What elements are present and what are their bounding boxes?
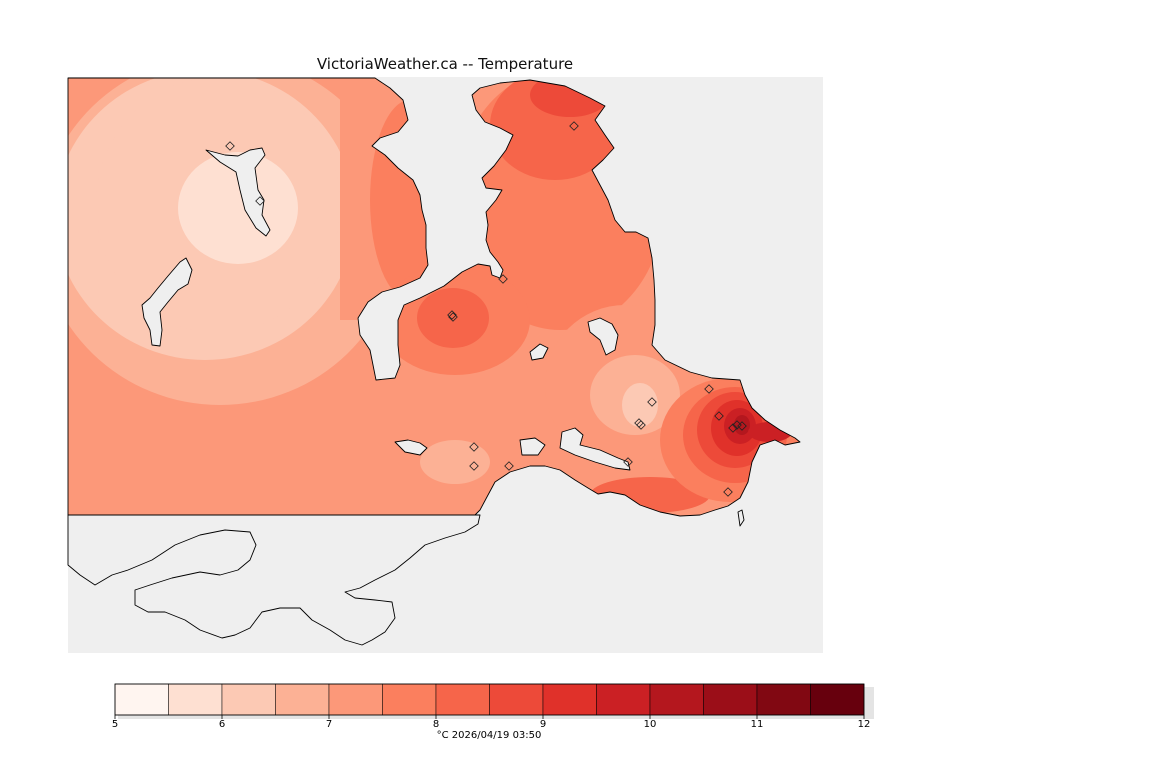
legend-tick-label: 5: [112, 719, 118, 730]
legend-swatch: [382, 683, 437, 716]
legend-label: °C 2026/04/19 03:50: [437, 730, 542, 741]
station-marker-icon: [647, 397, 657, 407]
legend-swatch: [596, 683, 651, 716]
legend-tick-label: 6: [219, 719, 225, 730]
legend-swatch: [810, 683, 865, 716]
station-marker-icon: [704, 384, 714, 394]
lake-outline: [141, 257, 193, 347]
station-marker-icon: [737, 421, 747, 431]
station-marker-icon: [225, 141, 235, 151]
station-marker-icon: [636, 420, 646, 430]
station-marker-icon: [255, 196, 265, 206]
station-marker-icon: [469, 461, 479, 471]
lake-outline: [394, 439, 428, 456]
station-marker-icon: [623, 457, 633, 467]
lake-outline: [559, 427, 631, 471]
station-marker-icon: [447, 310, 457, 320]
color-scale-legend: 5 6 7 8 9 10 11 12 °C 2026/04/19 03:50: [112, 683, 874, 741]
washington-coast: [67, 514, 481, 646]
legend-swatch: [114, 683, 169, 716]
legend-tick-label: 8: [433, 719, 439, 730]
station-marker-icon: [469, 442, 479, 452]
legend-swatch: [221, 683, 276, 716]
legend-tick-label: 12: [858, 719, 871, 730]
legend-swatch: [328, 683, 383, 716]
legend-tick-label: 9: [540, 719, 546, 730]
station-marker-icon: [728, 423, 738, 433]
legend-swatch: [756, 683, 811, 716]
station-marker-icon: [498, 274, 508, 284]
legend-swatch: [542, 683, 597, 716]
legend-tick-label: 10: [644, 719, 657, 730]
lake-outline: [737, 509, 745, 527]
station-marker-icon: [504, 461, 514, 471]
legend-swatch: [275, 683, 330, 716]
lake-outline: [519, 437, 546, 456]
station-markers: [225, 121, 747, 497]
legend-swatch: [489, 683, 544, 716]
lake-outline: [529, 343, 549, 361]
legend-swatch: [168, 683, 223, 716]
station-marker-icon: [569, 121, 579, 131]
map-title: VictoriaWeather.ca -- Temperature: [317, 55, 573, 73]
legend-frame: [114, 683, 865, 716]
legend-swatch: [435, 683, 490, 716]
legend-swatch: [703, 683, 758, 716]
legend-tick-label: 7: [326, 719, 332, 730]
station-marker-icon: [723, 487, 733, 497]
station-marker-icon: [714, 411, 724, 421]
lake-outline: [205, 147, 271, 237]
legend-swatch: [649, 683, 704, 716]
lake-outline: [587, 317, 619, 356]
legend-tick-label: 11: [751, 719, 764, 730]
station-marker-icon: [448, 312, 458, 322]
